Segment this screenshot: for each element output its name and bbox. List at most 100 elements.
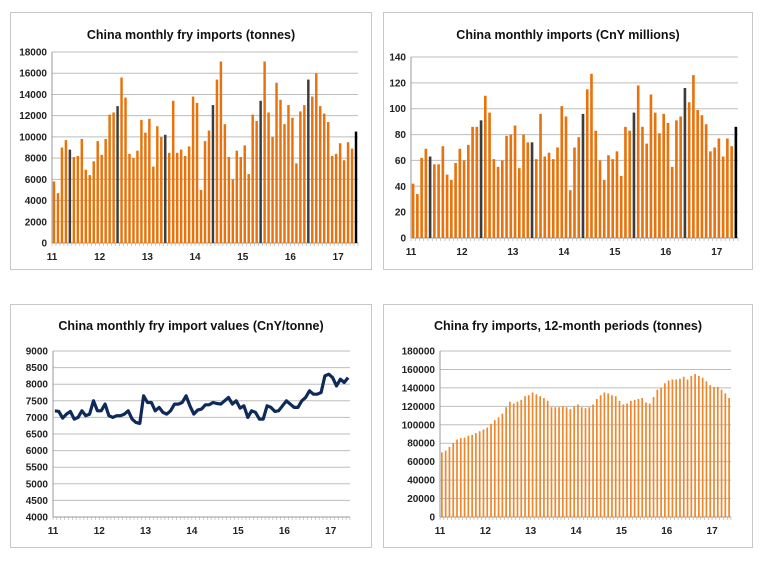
bar: [649, 94, 653, 238]
bar: [588, 407, 591, 517]
bar: [462, 160, 466, 238]
bar: [60, 147, 64, 243]
bar: [247, 174, 250, 243]
bar: [527, 395, 530, 517]
bar: [160, 136, 163, 243]
bar: [219, 61, 223, 243]
bar: [543, 398, 545, 517]
bar: [420, 157, 423, 238]
bar: [730, 146, 733, 238]
x-tick-label: 16: [285, 252, 297, 263]
bar: [444, 450, 447, 517]
bar: [569, 409, 572, 517]
x-tick-label: 14: [190, 252, 202, 263]
bar: [490, 423, 492, 517]
y-tick-label: 0: [429, 513, 435, 524]
bar: [713, 386, 715, 517]
bar: [311, 96, 314, 243]
bar: [539, 396, 541, 517]
bar: [500, 160, 504, 238]
x-tick-label: 13: [525, 526, 537, 537]
bar: [441, 452, 443, 517]
bar: [641, 398, 644, 517]
x-tick-label: 11: [48, 526, 59, 537]
bar: [526, 142, 530, 238]
bar: [303, 105, 306, 243]
y-tick-label: 40: [395, 182, 407, 193]
bar: [496, 166, 500, 238]
bar: [558, 407, 560, 517]
bar: [724, 393, 727, 517]
x-tick-label: 12: [456, 247, 468, 258]
bar: [598, 160, 602, 238]
bar: [728, 398, 730, 517]
bar: [564, 116, 568, 238]
bar: [56, 193, 60, 243]
bar: [595, 398, 598, 517]
bar: [539, 113, 542, 238]
bar: [641, 126, 644, 238]
bar: [326, 122, 330, 243]
y-tick-label: 0: [41, 239, 47, 250]
bar: [580, 407, 583, 517]
bar: [223, 124, 227, 243]
y-tick-label: 14000: [19, 90, 47, 101]
bar: [615, 151, 619, 238]
bar: [350, 148, 354, 243]
x-tick-label: 13: [140, 526, 152, 537]
bar: [682, 376, 685, 517]
bar: [698, 375, 700, 517]
y-tick-label: 60000: [407, 457, 435, 468]
bar: [705, 381, 708, 517]
bar: [488, 112, 491, 238]
bar: [675, 120, 678, 238]
x-tick-label: 15: [616, 526, 628, 537]
y-tick-label: 100000: [402, 420, 436, 431]
y-tick-label: 120: [389, 78, 406, 89]
bar: [88, 175, 91, 243]
bar: [116, 106, 119, 243]
bar: [486, 427, 489, 517]
bar: [565, 407, 568, 517]
bar: [531, 392, 534, 517]
y-tick-label: 4000: [26, 513, 49, 524]
bar: [72, 157, 76, 243]
bar: [448, 446, 451, 517]
bar: [471, 126, 474, 238]
bar: [279, 99, 282, 243]
bar: [590, 73, 593, 238]
bar: [645, 143, 649, 238]
y-tick-label: 4000: [25, 196, 48, 207]
bar: [726, 138, 729, 238]
x-tick-label: 16: [279, 526, 291, 537]
bar: [573, 147, 576, 238]
bar: [479, 120, 483, 238]
bar: [195, 102, 199, 243]
y-tick-label: 140: [389, 53, 406, 64]
bar: [704, 124, 708, 238]
bar: [530, 142, 534, 238]
bar: [263, 61, 266, 243]
bar: [433, 164, 436, 238]
x-tick-label: 14: [558, 247, 570, 258]
x-tick-label: 11: [435, 526, 446, 537]
bar: [687, 102, 691, 238]
bar: [561, 406, 564, 517]
bar: [124, 97, 127, 243]
bar: [653, 112, 657, 238]
y-tick-label: 5500: [26, 463, 49, 474]
bar: [441, 146, 445, 238]
bar: [551, 159, 555, 238]
bar: [628, 130, 632, 238]
bar: [291, 117, 294, 243]
bar: [666, 122, 670, 238]
y-tick-label: 80000: [407, 439, 435, 450]
bar: [424, 148, 428, 238]
bar: [231, 179, 235, 243]
bar: [334, 153, 338, 243]
bar: [568, 190, 572, 238]
x-tick-label: 15: [233, 526, 245, 537]
bar: [342, 160, 346, 243]
bar: [683, 88, 687, 239]
